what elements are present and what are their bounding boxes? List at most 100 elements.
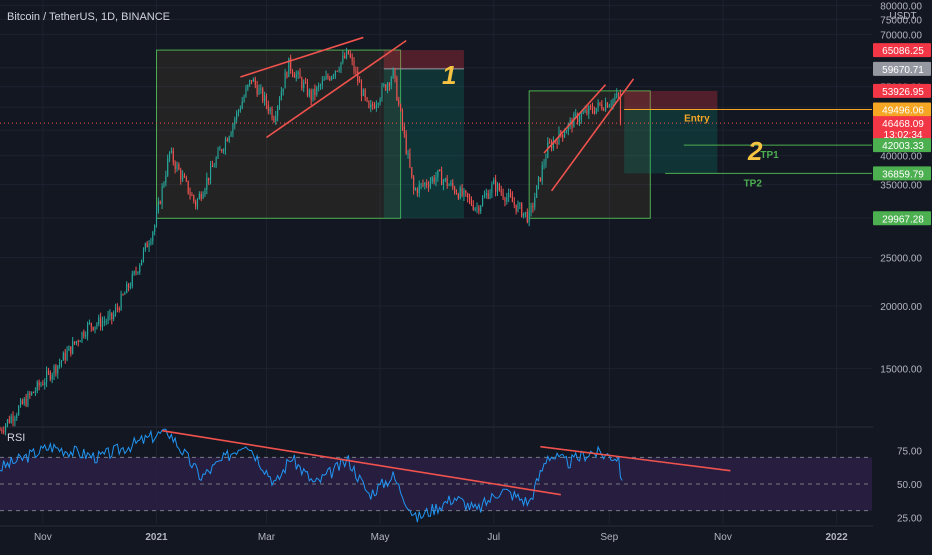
candle-body: [526, 212, 528, 223]
candle-body: [183, 175, 186, 178]
candle-body: [338, 69, 340, 71]
time-tick-label: May: [371, 532, 390, 543]
candle-body: [291, 70, 294, 75]
candle-body: [373, 106, 376, 109]
candle-body: [496, 183, 499, 192]
candle-body: [413, 176, 415, 190]
candle-body: [230, 132, 232, 137]
candle-body: [498, 183, 500, 191]
candle-body: [431, 177, 433, 182]
candle-body: [129, 286, 131, 288]
candle-body: [126, 283, 128, 294]
candle-body: [478, 207, 480, 212]
candle-body: [586, 109, 588, 114]
candle-body: [286, 72, 288, 78]
candle-body: [468, 197, 471, 200]
candle-body: [260, 88, 262, 90]
candle-body: [107, 315, 109, 322]
candle-body: [62, 352, 64, 361]
candle-body: [539, 177, 541, 182]
candle-body: [618, 93, 620, 95]
candle-body: [474, 207, 476, 210]
candle-body: [237, 110, 240, 113]
price-badge-text: 49496.06: [882, 105, 924, 116]
candle-body: [571, 120, 573, 128]
candle-body: [448, 184, 450, 186]
candle-body: [489, 192, 491, 199]
candle-body: [217, 150, 219, 159]
candle-body: [552, 141, 554, 149]
candle-body: [418, 184, 420, 194]
candle-body: [31, 392, 33, 395]
candle-body: [59, 363, 61, 366]
candle-body: [40, 384, 42, 386]
time-tick-label: Mar: [258, 532, 276, 543]
candle-body: [223, 149, 225, 152]
tp1-label: TP1: [760, 150, 779, 161]
candle-body: [515, 204, 517, 212]
price-badge: [873, 43, 931, 58]
candle-body: [569, 120, 571, 124]
candle-body: [159, 201, 161, 204]
candle-body: [64, 352, 66, 360]
candle-body: [334, 70, 336, 76]
candle-body: [16, 414, 18, 418]
candle-body: [536, 185, 538, 198]
candle-body: [234, 119, 236, 125]
candle-body: [19, 400, 22, 407]
price-badge: [873, 211, 931, 226]
candle-body: [398, 100, 400, 105]
candle-body: [509, 193, 512, 197]
candle-body: [90, 323, 92, 328]
candle-body: [511, 196, 513, 203]
candle-body: [308, 90, 310, 96]
candle-body: [3, 431, 5, 433]
candle-body: [23, 398, 25, 404]
candle-body: [301, 78, 303, 89]
candle-body: [8, 419, 10, 423]
candle-body: [96, 324, 98, 327]
candle-body: [195, 200, 197, 207]
candle-body: [114, 307, 117, 314]
candle-body: [457, 193, 459, 199]
candle-body: [116, 307, 118, 309]
candle-body: [459, 187, 461, 199]
candle-body: [375, 104, 377, 109]
candle-body: [377, 103, 379, 105]
candle-body: [152, 232, 154, 241]
candle-body: [616, 93, 618, 98]
candle-body: [599, 102, 601, 105]
candle-body: [575, 113, 577, 115]
candle-body: [353, 60, 355, 72]
candle-body: [131, 273, 133, 287]
candle-body: [88, 323, 90, 325]
candle-body: [193, 195, 195, 201]
candle-body: [47, 371, 50, 373]
candle-body: [442, 180, 445, 185]
candle-body: [470, 199, 472, 205]
candle-body: [463, 190, 465, 196]
candle-body: [0, 429, 1, 431]
candle-body: [590, 106, 592, 108]
time-tick-label: 2022: [825, 532, 848, 543]
candle-body: [182, 175, 184, 180]
rsi-band-layer: [0, 456, 872, 512]
candle-body: [273, 118, 275, 122]
candle-body: [295, 74, 297, 78]
candle-body: [5, 424, 7, 432]
price-tick-label: 35000.00: [880, 181, 922, 192]
countdown-text: 13:02:34: [884, 130, 923, 141]
candle-body: [416, 188, 418, 194]
candle-body: [137, 272, 139, 274]
candle-body: [588, 106, 590, 114]
candle-body: [94, 326, 96, 331]
candle-body: [14, 417, 16, 421]
candle-body: [68, 346, 70, 351]
candle-body: [472, 204, 474, 210]
candle-body: [258, 88, 260, 95]
candle-body: [491, 184, 493, 193]
candle-body: [25, 398, 27, 406]
candle-body: [267, 104, 269, 112]
candle-body: [27, 393, 29, 406]
